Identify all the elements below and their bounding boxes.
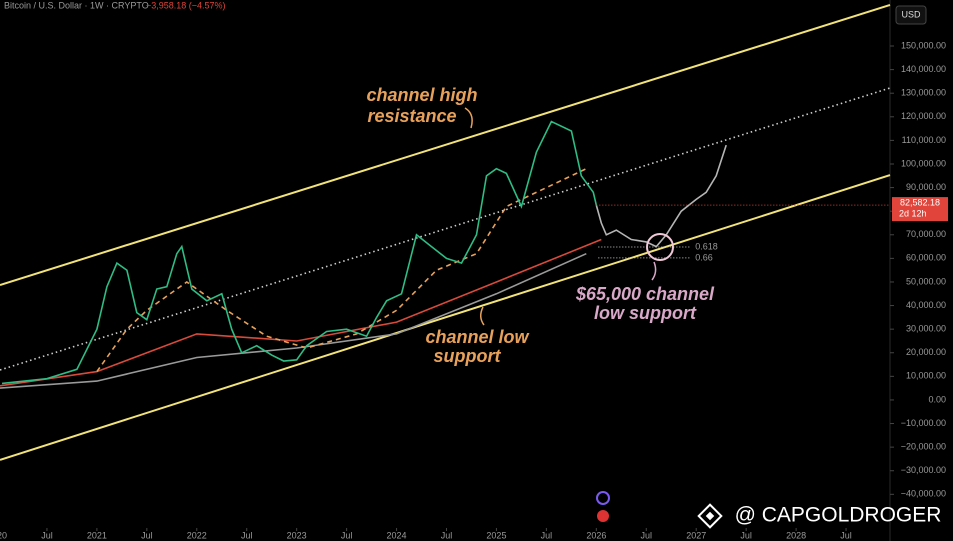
y-tick-label: 10,000.00 (906, 371, 946, 381)
plot-area (0, 4, 891, 461)
y-tick-label: 20,000.00 (906, 347, 946, 357)
x-tick-label: Jul (641, 530, 653, 540)
y-tick-label: 0.00 (928, 394, 946, 404)
x-tick-label: Jul (241, 530, 253, 540)
x-tick-label: 2024 (387, 530, 407, 540)
price-change: −3,958.18 (−4.57%) (146, 0, 226, 10)
x-tick-label: Jul (341, 530, 353, 540)
x-tick-label: 2020 (0, 530, 7, 540)
arrow (651, 261, 657, 281)
y-tick-label: 130,000.00 (901, 88, 946, 98)
countdown: 2d 12h (899, 208, 927, 218)
icon (596, 491, 610, 505)
x-tick-label: Jul (441, 530, 453, 540)
fib-label: 0.618 (695, 241, 718, 251)
y-tick-label: −10,000.00 (901, 418, 946, 428)
y-tick-label: 90,000.00 (906, 182, 946, 192)
annotation: resistance (367, 106, 456, 126)
x-tick-label: 2026 (586, 530, 606, 540)
x-tick-label: 2028 (786, 530, 806, 540)
x-tick-label: Jul (840, 530, 852, 540)
y-tick-label: −20,000.00 (901, 442, 946, 452)
y-tick-label: −30,000.00 (901, 465, 946, 475)
y-tick-label: 110,000.00 (902, 135, 946, 145)
y-tick-label: −40,000.00 (901, 489, 946, 499)
x-tick-label: Jul (541, 530, 553, 540)
x-tick-label: 2022 (187, 530, 207, 540)
x-tick-label: 2023 (287, 530, 307, 540)
series-line (0, 4, 891, 286)
x-tick-label: 2021 (87, 530, 107, 540)
y-tick-label: 140,000.00 (901, 64, 946, 74)
y-tick-label: 100,000.00 (901, 158, 946, 168)
x-tick-label: Jul (141, 530, 153, 540)
arrow (480, 306, 485, 326)
annotation: $65,000 channel (575, 284, 715, 304)
symbol-header: Bitcoin / U.S. Dollar · 1W · CRYPTO (4, 0, 149, 10)
last-price: 82,582.18 (900, 197, 940, 207)
x-tick-label: 2025 (486, 530, 506, 540)
annotation: support (434, 346, 502, 366)
y-tick-label: 50,000.00 (906, 276, 946, 286)
y-tick-label: 60,000.00 (906, 253, 946, 263)
x-tick-label: Jul (41, 530, 53, 540)
y-tick-label: 150,000.00 (901, 40, 946, 50)
currency: USD (901, 9, 921, 19)
arrow (464, 107, 473, 129)
currency-box (895, 5, 927, 25)
watermark: @ CAPGOLDROGER (735, 504, 942, 527)
y-tick-label: 120,000.00 (901, 111, 946, 121)
fib-label: 0.66 (695, 252, 713, 262)
x-tick-label: 2027 (686, 530, 706, 540)
y-tick-label: 70,000.00 (906, 229, 946, 239)
annotation: low support (594, 303, 697, 323)
x-tick-label: Jul (740, 530, 752, 540)
series-line (1, 120, 598, 385)
y-tick-label: 40,000.00 (906, 300, 946, 310)
icon (597, 510, 609, 522)
annotation: channel high (366, 85, 477, 105)
series-line (0, 174, 891, 461)
series-line (0, 252, 587, 389)
last-price-box (892, 197, 948, 222)
series-line (96, 167, 587, 373)
annotation: channel low (425, 327, 529, 347)
y-tick-label: 30,000.00 (906, 324, 946, 334)
